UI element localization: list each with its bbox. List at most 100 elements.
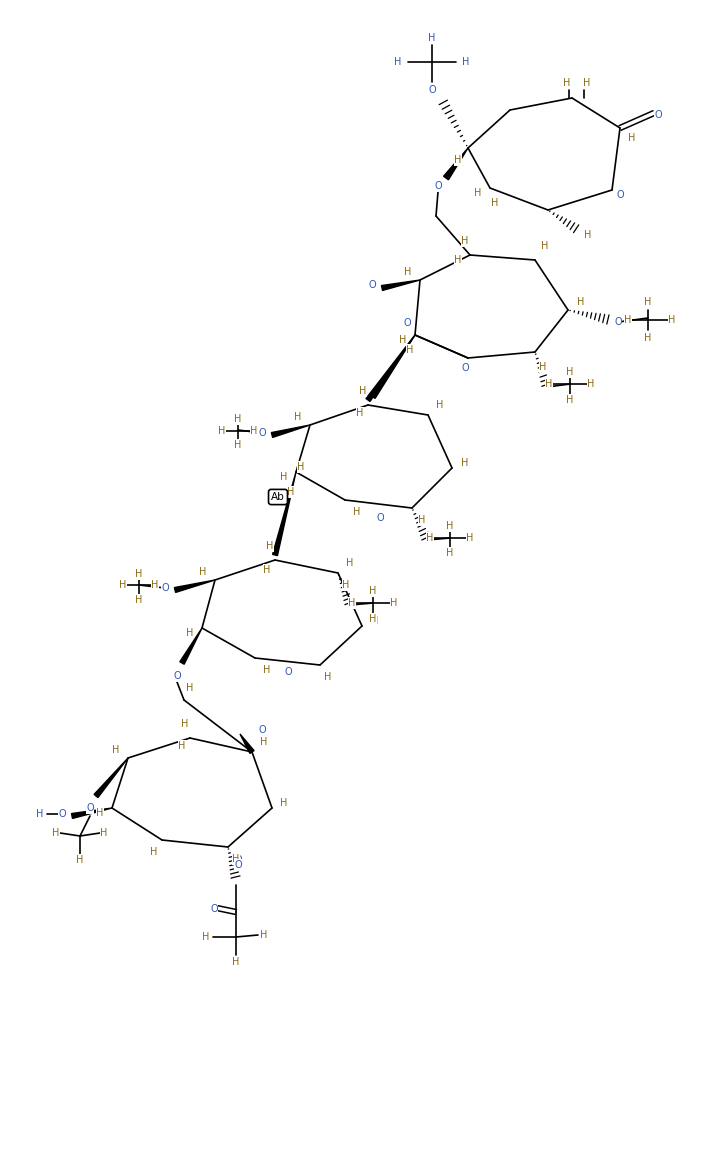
Text: H: H [260,737,267,747]
Polygon shape [366,335,415,402]
Text: H: H [545,379,553,389]
Text: H: H [446,548,454,559]
Text: O: O [368,280,376,290]
Text: H: H [100,829,107,838]
Text: H: H [151,580,159,590]
Text: H: H [369,614,376,624]
Polygon shape [443,148,468,180]
Text: O: O [434,181,442,192]
Text: H: H [645,297,652,307]
Text: Ab: Ab [271,492,285,502]
Text: O: O [614,317,622,327]
Text: H: H [446,520,454,531]
Text: O: O [258,428,266,439]
Text: O: O [258,725,266,735]
Text: O: O [376,514,384,523]
Text: H: H [563,78,571,88]
Text: O: O [234,860,242,870]
Text: H: H [234,440,242,450]
Text: H: H [436,400,443,410]
Text: H: H [199,567,207,577]
Text: H: H [668,315,676,325]
Polygon shape [94,758,128,797]
Text: H: H [112,745,120,755]
Text: H: H [428,33,435,43]
Text: H: H [119,580,127,590]
Text: H: H [407,345,414,355]
Text: O: O [87,803,94,814]
Text: H: H [390,598,398,608]
Text: H: H [178,741,186,751]
Text: H: H [353,507,360,517]
Text: H: H [324,672,332,682]
Text: H: H [53,829,60,838]
Text: H: H [454,255,461,265]
Text: O: O [211,904,218,914]
Text: H: H [266,541,274,550]
Text: H: H [584,230,592,240]
Text: H: H [250,426,257,436]
Text: H: H [418,515,425,525]
Text: O: O [428,85,435,95]
Text: O: O [58,809,66,819]
Text: H: H [588,379,595,389]
Text: H: H [645,334,652,343]
Polygon shape [240,734,254,754]
Polygon shape [180,628,202,665]
Text: H: H [297,462,305,472]
Text: H: H [624,315,632,325]
Text: H: H [218,426,226,436]
Text: H: H [466,533,474,544]
Text: H: H [583,78,590,88]
Text: H: H [36,809,44,819]
Text: O: O [616,190,624,200]
Text: H: H [294,412,301,422]
Text: H: H [404,267,412,277]
Text: H: H [232,957,239,967]
Text: O: O [234,855,242,866]
Text: H: H [371,616,379,625]
Text: H: H [97,808,104,818]
Text: H: H [462,57,469,67]
Text: H: H [359,385,367,396]
Text: H: H [186,628,194,638]
Text: O: O [284,667,292,677]
Text: O: O [173,670,181,681]
Text: H: H [578,297,585,307]
Text: H: H [566,367,574,377]
Text: H: H [234,414,242,424]
Text: H: H [346,559,354,568]
Text: H: H [461,237,469,246]
Text: H: H [76,855,84,866]
Text: H: H [342,580,350,590]
Text: H: H [474,188,482,198]
Text: H: H [150,847,158,857]
Text: H: H [263,565,270,575]
Text: H: H [426,533,434,544]
Text: H: H [394,57,402,67]
Text: H: H [287,487,295,497]
Text: H: H [356,409,363,418]
Text: H: H [566,395,574,405]
Text: H: H [454,155,461,165]
Polygon shape [271,425,310,437]
Text: O: O [654,110,662,120]
Text: H: H [369,586,376,595]
Text: O: O [403,319,411,328]
Polygon shape [273,472,296,555]
Polygon shape [71,808,112,818]
Text: H: H [260,930,267,941]
Text: O: O [461,364,469,373]
Polygon shape [174,580,215,592]
Text: H: H [181,719,189,729]
Text: H: H [541,241,549,252]
Text: H: H [539,362,547,372]
Text: H: H [232,854,239,864]
Polygon shape [371,335,415,398]
Text: H: H [136,595,143,605]
Text: H: H [263,665,270,675]
Text: H: H [628,133,636,143]
Text: H: H [136,569,143,579]
Text: H: H [348,598,355,608]
Text: H: H [280,799,288,808]
